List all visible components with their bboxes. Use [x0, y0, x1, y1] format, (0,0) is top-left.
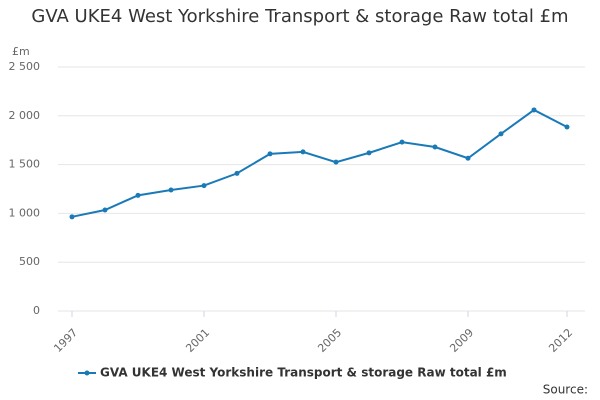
point	[564, 124, 570, 130]
x-tick-label: 1997	[51, 326, 80, 355]
y-tick-label: 2 000	[9, 109, 41, 122]
y-axis-label: £m	[12, 45, 30, 58]
point	[168, 187, 174, 193]
point	[201, 183, 207, 189]
chart-title: GVA UKE4 West Yorkshire Transport & stor…	[31, 6, 569, 27]
point	[432, 144, 438, 150]
point	[234, 170, 240, 176]
y-tick-label: 0	[33, 304, 40, 317]
x-tick-label: 2005	[315, 326, 344, 355]
point	[267, 151, 273, 157]
point	[366, 150, 372, 156]
y-tick-label: 2 500	[9, 60, 41, 73]
point	[69, 214, 75, 220]
series-line	[71, 108, 568, 218]
legend-marker	[84, 370, 90, 376]
point	[333, 159, 339, 165]
point	[300, 149, 306, 155]
y-tick-label: 1 000	[9, 206, 41, 219]
x-tick-label: 2009	[447, 326, 476, 355]
point	[135, 192, 141, 198]
x-tick-label: 2001	[183, 326, 212, 355]
x-tick-label: 2012	[546, 326, 575, 355]
legend-label: GVA UKE4 West Yorkshire Transport & stor…	[100, 366, 507, 380]
source: Source:	[543, 383, 588, 397]
point	[465, 155, 471, 161]
y-tick-label: 500	[19, 255, 40, 268]
point	[498, 131, 504, 137]
y-tick-label: 1 500	[9, 158, 41, 171]
point	[399, 139, 405, 145]
point	[102, 207, 108, 213]
point	[531, 107, 537, 113]
